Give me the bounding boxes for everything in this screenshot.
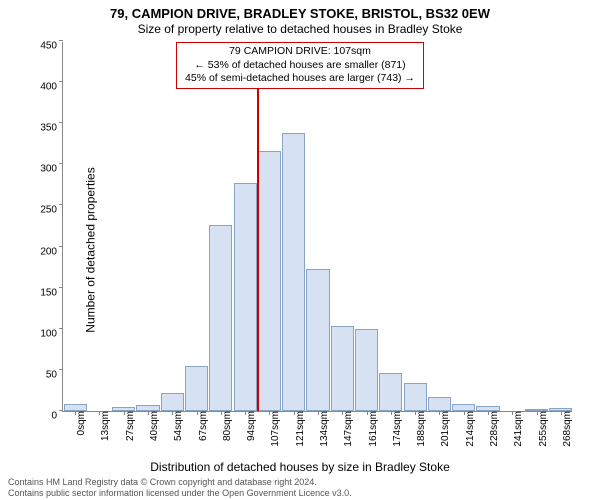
y-tick-mark [59,410,63,411]
annotation-box: 79 CAMPION DRIVE: 107sqm ← 53% of detach… [176,42,424,89]
histogram-bar [258,151,281,411]
y-tick-label: 250 [40,205,63,216]
plot-area: 0501001502002503003504004500sqm13sqm27sq… [62,42,572,412]
y-tick-label: 0 [51,411,63,422]
x-tick-label: 27sqm [123,411,136,441]
x-tick-label: 54sqm [171,411,184,441]
x-tick-label: 147sqm [341,411,354,447]
chart-title-main: 79, CAMPION DRIVE, BRADLEY STOKE, BRISTO… [0,6,600,21]
y-tick-mark [59,369,63,370]
y-tick-label: 100 [40,328,63,339]
annotation-line1: 79 CAMPION DRIVE: 107sqm [185,45,415,59]
y-tick-mark [59,287,63,288]
y-tick-mark [59,246,63,247]
x-tick-label: 161sqm [366,411,379,447]
y-tick-mark [59,163,63,164]
x-tick-label: 40sqm [147,411,160,441]
x-tick-label: 0sqm [74,411,87,435]
chart-container: { "title_main": "79, CAMPION DRIVE, BRAD… [0,0,600,500]
y-tick-label: 200 [40,246,63,257]
histogram-bar [306,269,329,411]
histogram-bar [161,393,184,411]
histogram-bar [234,183,257,411]
y-tick-label: 50 [46,369,63,380]
x-tick-label: 201sqm [438,411,451,447]
annotation-line3: 45% of semi-detached houses are larger (… [185,72,415,86]
footer-attribution: Contains HM Land Registry data © Crown c… [8,477,352,498]
footer-line1: Contains HM Land Registry data © Crown c… [8,477,352,487]
annotation-line2: ← 53% of detached houses are smaller (87… [185,59,415,73]
histogram-bar [282,133,305,411]
y-tick-label: 150 [40,287,63,298]
chart-title-sub: Size of property relative to detached ho… [0,22,600,36]
x-tick-label: 121sqm [293,411,306,447]
x-tick-label: 134sqm [317,411,330,447]
histogram-bar [331,326,354,411]
x-tick-label: 13sqm [98,411,111,441]
x-tick-label: 228sqm [487,411,500,447]
y-tick-label: 300 [40,164,63,175]
footer-line2: Contains public sector information licen… [8,488,352,498]
x-tick-label: 188sqm [414,411,427,447]
x-tick-label: 80sqm [220,411,233,441]
y-tick-label: 350 [40,123,63,134]
histogram-bar [428,397,451,411]
x-tick-label: 214sqm [463,411,476,447]
x-tick-label: 268sqm [560,411,573,447]
y-tick-mark [59,328,63,329]
y-tick-label: 400 [40,82,63,93]
y-tick-label: 450 [40,41,63,52]
reference-line [257,42,259,411]
y-tick-mark [59,40,63,41]
histogram-bar [185,366,208,411]
x-axis-label: Distribution of detached houses by size … [0,460,600,474]
y-tick-mark [59,81,63,82]
histogram-bar [404,383,427,411]
y-tick-mark [59,204,63,205]
x-tick-label: 241sqm [511,411,524,447]
x-tick-label: 107sqm [268,411,281,447]
x-tick-label: 255sqm [536,411,549,447]
histogram-bar [355,329,378,411]
x-tick-label: 174sqm [390,411,403,447]
y-tick-mark [59,122,63,123]
histogram-bar [379,373,402,411]
x-tick-label: 94sqm [244,411,257,441]
x-tick-label: 67sqm [196,411,209,441]
histogram-bar [209,225,232,411]
